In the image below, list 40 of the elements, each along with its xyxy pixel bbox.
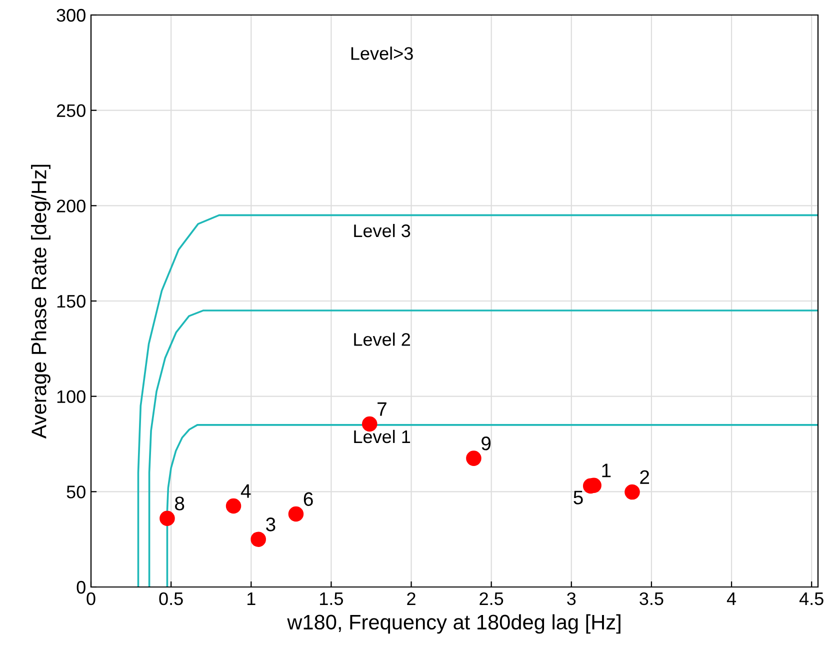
y-tick-label: 300 [56, 8, 86, 22]
x-axis-title: w180, Frequency at 180deg lag [Hz] [287, 614, 620, 634]
line-series [137, 214, 818, 587]
x-tick-label: 4 [726, 592, 736, 605]
y-axis-title: Average Phase Rate [deg/Hz] [31, 164, 50, 439]
x-tick-label: 3.5 [640, 592, 664, 606]
annotation: 1 [602, 464, 611, 478]
annotation: 7 [378, 402, 386, 416]
x-tick-label: 3 [567, 592, 576, 606]
annotation: 3 [266, 518, 276, 532]
annotation: 4 [240, 484, 251, 498]
x-tick-label: 2.5 [480, 592, 504, 606]
annotation: Level>3 [351, 46, 413, 60]
point [288, 506, 304, 522]
point [250, 532, 266, 547]
annotation: 9 [482, 436, 491, 450]
annotation: 8 [175, 496, 184, 510]
annotation: 6 [304, 492, 313, 506]
annotation: Level 2 [354, 332, 410, 346]
y-tick-label: 200 [56, 200, 86, 212]
x-tick-label: 1 [247, 592, 256, 605]
point [160, 510, 175, 526]
y-tick-label: 100 [57, 390, 86, 404]
line-series [148, 310, 818, 587]
point [624, 484, 640, 500]
x-tick-label: 1.5 [320, 592, 343, 606]
y-tick-label: 250 [56, 104, 86, 118]
annotation: Level 1 [354, 430, 410, 444]
y-tick-label: 50 [66, 486, 86, 498]
annotation: Level 3 [354, 224, 410, 238]
point [466, 450, 482, 466]
y-tick-label: 0 [76, 580, 86, 594]
x-tick-label: 0 [86, 592, 96, 606]
x-tick-label: 4.5 [799, 592, 824, 606]
point [226, 498, 242, 514]
annotation: 5 [574, 490, 583, 504]
x-tick-label: 2 [407, 592, 416, 605]
x-tick-label: 0.5 [159, 592, 183, 606]
annotation: 2 [640, 470, 650, 484]
y-tick-label: 150 [57, 294, 86, 308]
